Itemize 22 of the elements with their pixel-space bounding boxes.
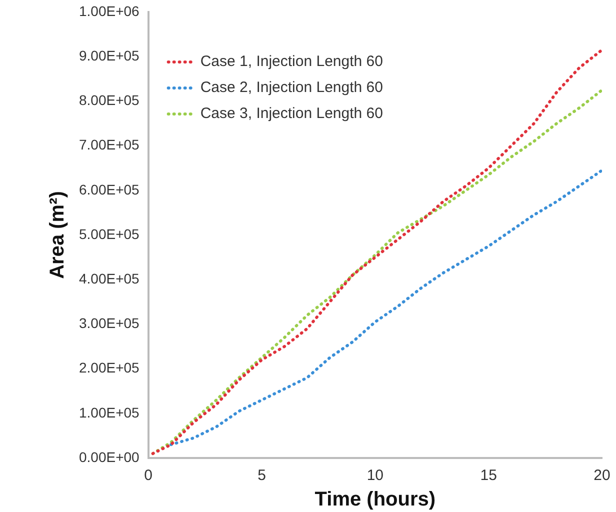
x-tick-label: 10 <box>366 467 384 484</box>
legend-label: Case 2, Injection Length 60 <box>200 79 383 96</box>
y-tick-label: 3.00E+05 <box>78 315 140 332</box>
y-tick-label: 0.00E+00 <box>78 448 140 465</box>
y-tick-label: 9.00E+05 <box>78 47 140 64</box>
y-tick-label: 4.00E+05 <box>78 270 140 286</box>
legend-label: Case 3, Injection Length 60 <box>200 105 383 122</box>
x-axis-title: Time (hours) <box>314 488 436 511</box>
x-tick-label: 20 <box>594 467 610 484</box>
y-tick-label: 7.00E+05 <box>78 136 140 153</box>
legend-label: Case 1, Injection Length 60 <box>200 53 383 70</box>
x-tick-label: 15 <box>480 467 497 484</box>
y-tick-label: 8.00E+05 <box>78 92 140 108</box>
y-tick-label: 1.00E+06 <box>78 2 140 19</box>
y-tick-label: 6.00E+05 <box>78 181 140 198</box>
y-tick-label: 5.00E+05 <box>78 226 140 242</box>
y-axis-title: Area (m²) <box>46 191 69 279</box>
x-tick-label: 5 <box>258 467 266 484</box>
y-tick-label: 2.00E+05 <box>78 360 140 376</box>
x-tick-label: 0 <box>144 467 153 484</box>
line-series <box>170 168 602 446</box>
y-tick-label: 1.00E+05 <box>78 404 140 420</box>
